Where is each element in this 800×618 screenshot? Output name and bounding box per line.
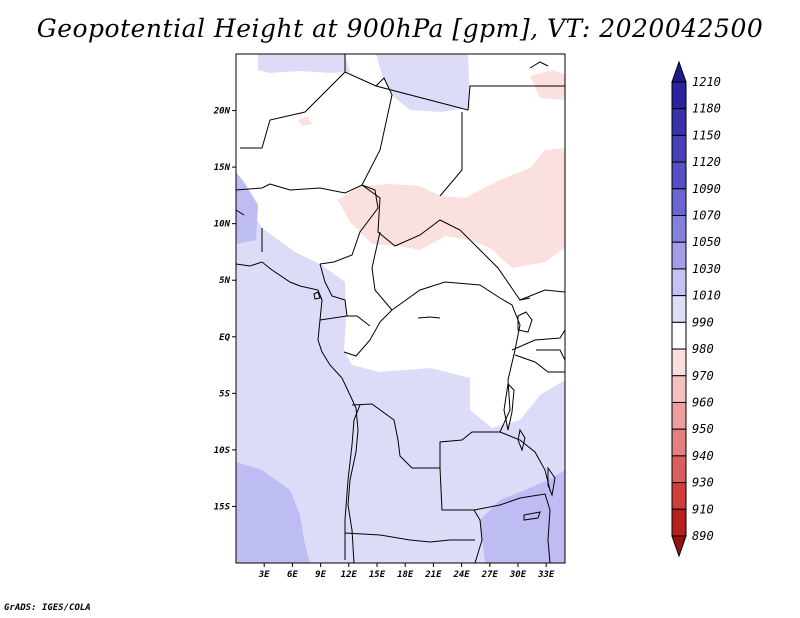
colorbar-label: 990 (692, 315, 714, 329)
shade-990-central (338, 148, 565, 268)
colorbar-label: 970 (692, 369, 714, 383)
colorbar-segment (671, 295, 687, 323)
lakes (417, 61, 556, 521)
colorbar-segment (671, 268, 687, 297)
lat-label: 20N (213, 107, 231, 117)
colorbar-label: 1120 (692, 155, 721, 169)
colorbar-segment (671, 428, 687, 457)
colorbar-label: 1050 (692, 235, 721, 249)
lat-label: 15S (214, 502, 231, 512)
colorbar-label: 910 (692, 502, 714, 516)
colorbar-label: 980 (692, 342, 714, 356)
lon-label: 6E (287, 570, 298, 580)
coastline (236, 261, 359, 563)
lon-label: 27E (481, 570, 499, 580)
lat-label: 5S (219, 389, 230, 399)
colorbar-segment (671, 348, 687, 377)
colorbar-label: 1030 (692, 262, 721, 276)
lat-label: 15N (214, 163, 231, 173)
lon-label: 33E (537, 570, 555, 580)
colorbar-label: 940 (692, 449, 714, 463)
lon-label: 15E (369, 570, 386, 580)
lon-label: 18E (397, 570, 414, 580)
colorbar-label: 950 (692, 422, 714, 436)
colorbar-segment (671, 81, 687, 110)
lat-label: 10S (214, 446, 231, 456)
colorbar-segment (671, 134, 687, 163)
lat-label: 5N (219, 276, 230, 286)
colorbar-segment (671, 482, 687, 510)
colorbar: 1210 1180 1150 1120 1090 1070 1050 1030 1010 990 9… (671, 60, 721, 558)
colorbar-segment (671, 508, 687, 537)
colorbar-segment (671, 161, 687, 190)
colorbar-segment (671, 241, 687, 270)
lon-label: 21E (424, 570, 442, 580)
colorbar-segment (671, 401, 687, 430)
colorbar-label: 1010 (692, 289, 721, 303)
colorbar-bottom-triangle (671, 535, 687, 558)
colorbar-label: 1210 (692, 75, 721, 89)
shade-1010-north2 (376, 54, 470, 112)
country-borders (236, 54, 565, 563)
lat-label: EQ (219, 333, 230, 343)
map-area (236, 54, 565, 563)
colorbar-segment (671, 108, 687, 136)
shade-1010-north (258, 54, 350, 73)
lon-label: 3E (258, 570, 270, 580)
colorbar-segment (671, 188, 687, 217)
chart-title: Geopotential Height at 900hPa [gpm], VT:… (36, 14, 764, 43)
lon-label: 12E (341, 570, 358, 580)
map-frame (235, 53, 566, 564)
grads-credit: GrADS: IGES/COLA (4, 603, 91, 613)
shade-1030-se (480, 470, 565, 563)
colorbar-label: 1070 (692, 209, 721, 223)
lon-label: 30E (509, 570, 527, 580)
colorbar-label: 1150 (692, 128, 721, 142)
colorbar-top-triangle (671, 60, 687, 83)
lon-label: 9E (315, 570, 326, 580)
colorbar-label: 1090 (692, 182, 721, 196)
colorbar-segment (671, 455, 687, 484)
shade-990-ne (530, 70, 565, 100)
colorbar-label: 1180 (692, 102, 721, 116)
latitude-labels: 20N 15N 10N 5N EQ 5S 10S 15S (213, 107, 236, 512)
shade-990-small (298, 116, 312, 126)
colorbar-segment (671, 321, 687, 350)
shade-1030-sw (236, 462, 310, 563)
longitude-labels: 3E 6E 9E 12E 15E 18E 21E 24E 27E 30E 33E (258, 563, 555, 580)
colorbar-segment (671, 215, 687, 243)
colorbar-label: 960 (692, 395, 714, 409)
colorbar-segment (671, 375, 687, 403)
lon-label: 24E (452, 570, 470, 580)
colorbar-label: 890 (692, 529, 714, 543)
colorbar-label: 930 (692, 476, 714, 490)
lat-label: 10N (214, 220, 231, 230)
island-bioko (313, 291, 321, 300)
